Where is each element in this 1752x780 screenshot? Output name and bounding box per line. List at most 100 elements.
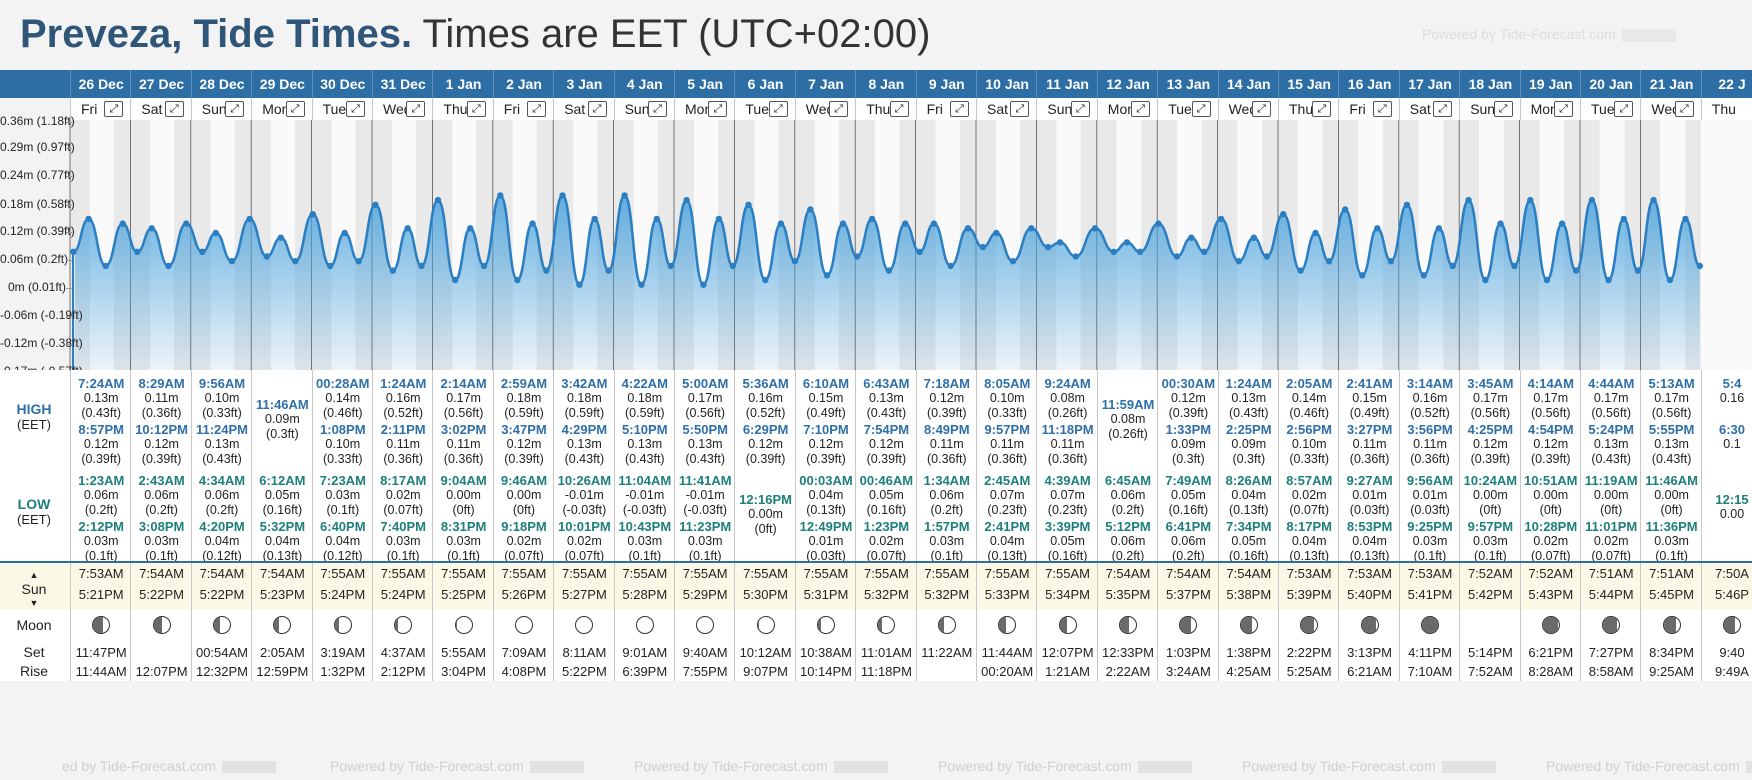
tide-time: 6:45AM — [1104, 473, 1152, 488]
expand-arrows-icon[interactable]: ⤢ — [708, 101, 728, 117]
tide-time: 5:36AM — [742, 376, 789, 391]
tide-time: 2:05AM — [1286, 376, 1333, 391]
date-header-cell: 29 Dec — [251, 70, 312, 98]
date-header-cell: 18 Jan — [1459, 70, 1520, 98]
expand-arrows-icon[interactable]: ⤢ — [1312, 101, 1332, 117]
tide-height-m: 0.10m — [325, 437, 361, 451]
moon-set-rise-cell: 4:11PM 7:10AM — [1398, 641, 1460, 681]
tide-time: 2:43AM — [138, 473, 185, 488]
date-header-cell: 2 Jan — [492, 70, 554, 98]
tide-height-ft: (0.59ft) — [624, 406, 665, 420]
tide-time: 4:14AM — [1527, 376, 1574, 391]
moon-set-time: 11:22AM — [921, 645, 973, 660]
tide-height-ft: (0.36ft) — [926, 452, 967, 466]
expand-arrows-icon[interactable]: ⤢ — [1010, 101, 1030, 117]
tide-height-ft: (0.43ft) — [1591, 452, 1631, 466]
sunset-time: 5:32PM — [924, 587, 970, 602]
expand-arrows-icon[interactable]: ⤢ — [1674, 101, 1694, 117]
low-tide-point — [729, 262, 737, 270]
expand-arrows-icon[interactable]: ⤢ — [768, 101, 788, 117]
expand-arrows-icon[interactable]: ⤢ — [406, 101, 426, 117]
tide-height-m: 0.13m — [1593, 437, 1629, 451]
low-tide-event: 7:49AM 0.05m (0.16ft) — [1158, 473, 1218, 518]
tide-height-ft: (0.13ft) — [262, 549, 303, 561]
weekday-label: Tue — [1168, 101, 1192, 117]
tide-height-m: 0.09m — [1231, 437, 1267, 451]
tide-height-m: 0.18m — [567, 391, 602, 405]
low-tide-event: 11:46AM 0.00m (0ft) — [1641, 473, 1701, 518]
weekday-label: Thu — [1711, 101, 1736, 117]
low-tide-event: 10:01PM 0.02m (0.07ft) — [554, 519, 614, 561]
high-tide-point — [591, 215, 598, 223]
expand-arrows-icon[interactable]: ⤢ — [466, 101, 486, 117]
expand-arrows-icon[interactable]: ⤢ — [1614, 101, 1634, 117]
expand-arrows-icon[interactable]: ⤢ — [285, 101, 305, 117]
moon-rise-label: Rise — [19, 663, 48, 679]
high-tide-point — [964, 225, 972, 232]
expand-arrows-icon[interactable]: ⤢ — [225, 101, 245, 117]
tide-forecast-logo-icon — [1745, 761, 1752, 774]
high-tide-point — [119, 220, 126, 227]
moon-set-rise-cell: 00:54AM 12:32PM — [190, 641, 252, 681]
expand-arrows-icon[interactable]: ⤢ — [1251, 101, 1271, 117]
expand-arrows-icon[interactable]: ⤢ — [164, 101, 184, 117]
high-tide-event: 5:13AM 0.17m (0.56ft) — [1641, 376, 1701, 421]
expand-arrows-icon[interactable]: ⤢ — [345, 101, 365, 117]
tide-height-m: 0.1 — [1723, 437, 1741, 451]
expand-arrows-icon[interactable]: ⤢ — [647, 101, 667, 117]
moon-phase-icon — [1541, 615, 1560, 634]
moon-phase-icon — [877, 615, 896, 634]
moon-row: Moon — [0, 609, 1752, 641]
expand-arrows-icon[interactable]: ⤢ — [949, 101, 969, 117]
tide-height-ft: (0.43ft) — [81, 406, 121, 420]
expand-arrows-icon[interactable]: ⤢ — [889, 101, 909, 117]
tide-height-ft: (0.16ft) — [1228, 549, 1269, 561]
moon-set-rise-cell: 10:12AM 9:07PM — [734, 641, 795, 681]
expand-arrows-icon[interactable]: ⤢ — [587, 101, 607, 117]
tide-time: 5:55PM — [1648, 422, 1695, 437]
expand-arrows-icon[interactable]: ⤢ — [104, 101, 124, 117]
low-tide-cell: 2:43AM 0.06m (0.2ft) 3:08PM 0.03m (0.1ft) — [130, 467, 191, 561]
high-tide-cell: 4:14AM 0.17m (0.56ft) 4:54PM 0.12m (0.39ft) — [1519, 370, 1581, 467]
low-tide-point — [1449, 262, 1456, 270]
tide-height-m: 0.13m — [627, 437, 663, 451]
sunrise-time: 7:55AM — [561, 566, 607, 581]
tide-height-m: 0.03m — [1412, 534, 1448, 548]
expand-arrows-icon[interactable]: ⤢ — [1493, 101, 1513, 117]
weekday-cell: Thu — [1700, 98, 1752, 121]
expand-arrows-icon[interactable]: ⤢ — [1131, 101, 1151, 117]
expand-arrows-icon[interactable]: ⤢ — [1372, 101, 1392, 117]
tide-time: 11:24PM — [195, 422, 249, 437]
tide-height-m: 0.11m — [1413, 437, 1447, 451]
moon-set-rise-cell: 2:22PM 5:25AM — [1278, 641, 1339, 681]
expand-arrows-icon[interactable]: ⤢ — [1553, 101, 1573, 117]
tide-time: 3:56PM — [1407, 422, 1453, 437]
high-tide-point — [277, 234, 285, 241]
high-tide-point — [683, 196, 690, 204]
tide-height-m: 0.00m — [506, 488, 542, 502]
tide-time: 10:01PM — [558, 519, 611, 534]
moon-cell — [1519, 609, 1581, 641]
expand-arrows-icon[interactable]: ⤢ — [527, 101, 547, 117]
tide-time: 4:20PM — [199, 519, 245, 534]
expand-arrows-icon[interactable]: ⤢ — [1433, 101, 1453, 117]
tide-height-ft: (0.1ft) — [84, 549, 118, 561]
powered-by-watermark: Powered by Tide-Forecast.com — [1242, 758, 1496, 774]
tide-height-m: 0.11m — [990, 437, 1025, 451]
expand-arrows-icon[interactable]: ⤢ — [829, 101, 849, 117]
sunset-time: 5:46P — [1715, 587, 1749, 602]
tide-height-ft: (0ft) — [754, 522, 777, 536]
tide-height-m: 0.04m — [325, 534, 361, 548]
tide-time: 9:56AM — [198, 376, 246, 391]
up-down-arrows-icon[interactable]: ▲ — [29, 570, 39, 580]
low-tide-cell: 8:26AM 0.04m (0.13ft) 7:34PM 0.05m (0.16ft) — [1217, 467, 1279, 561]
moon-shade — [395, 616, 398, 633]
moon-phase-icon — [1420, 615, 1439, 634]
sun-cell: 7:55AM 5:30PM — [734, 563, 795, 609]
expand-arrows-icon[interactable]: ⤢ — [1070, 101, 1090, 117]
tide-height-m: 0.13m — [869, 391, 904, 405]
expand-arrows-icon[interactable]: ⤢ — [1191, 101, 1211, 117]
low-tide-cell: 7:23AM 0.03m (0.1ft) 6:40PM 0.04m (0.12ft) — [311, 467, 373, 561]
moon-phase-icon — [454, 615, 473, 634]
low-tide-cell: 12:16PM 0.00m (0ft) — [734, 467, 795, 561]
